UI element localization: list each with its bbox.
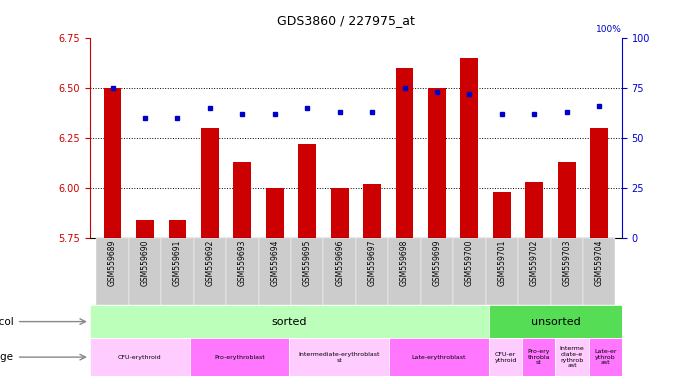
Text: GSM559696: GSM559696 bbox=[335, 240, 344, 286]
Text: 100%: 100% bbox=[596, 25, 622, 35]
Bar bbox=[299, 144, 316, 238]
Text: CFU-erythroid: CFU-erythroid bbox=[118, 354, 162, 360]
Bar bbox=[489, 338, 522, 376]
Bar bbox=[489, 305, 622, 338]
Bar bbox=[193, 238, 226, 305]
Bar bbox=[234, 162, 252, 238]
Bar bbox=[583, 238, 616, 305]
Text: GSM559704: GSM559704 bbox=[595, 240, 604, 286]
Text: GSM559689: GSM559689 bbox=[108, 240, 117, 286]
Text: GSM559702: GSM559702 bbox=[530, 240, 539, 286]
Text: GSM559695: GSM559695 bbox=[303, 240, 312, 286]
Text: GSM559700: GSM559700 bbox=[465, 240, 474, 286]
Bar bbox=[486, 238, 518, 305]
Text: CFU-er
ythroid: CFU-er ythroid bbox=[494, 352, 517, 362]
Bar bbox=[96, 238, 129, 305]
Text: Late-erythroblast: Late-erythroblast bbox=[412, 354, 466, 360]
Bar bbox=[388, 238, 421, 305]
Text: GSM559690: GSM559690 bbox=[140, 240, 149, 286]
Text: GSM559697: GSM559697 bbox=[368, 240, 377, 286]
Text: sorted: sorted bbox=[272, 316, 307, 327]
Bar bbox=[590, 128, 608, 238]
Bar bbox=[363, 184, 381, 238]
Text: GSM559699: GSM559699 bbox=[433, 240, 442, 286]
Bar bbox=[518, 238, 551, 305]
Text: GSM559693: GSM559693 bbox=[238, 240, 247, 286]
Bar bbox=[428, 88, 446, 238]
Bar bbox=[589, 338, 622, 376]
Text: unsorted: unsorted bbox=[531, 316, 580, 327]
Text: GSM559694: GSM559694 bbox=[270, 240, 279, 286]
Bar bbox=[522, 338, 556, 376]
Bar bbox=[258, 238, 291, 305]
Bar bbox=[136, 220, 154, 238]
Bar bbox=[460, 58, 478, 238]
Text: GSM559698: GSM559698 bbox=[400, 240, 409, 286]
Text: GDS3860 / 227975_at: GDS3860 / 227975_at bbox=[276, 14, 415, 27]
Bar bbox=[129, 238, 161, 305]
Bar bbox=[551, 238, 583, 305]
Text: GSM559703: GSM559703 bbox=[562, 240, 571, 286]
Bar bbox=[396, 68, 413, 238]
Bar bbox=[323, 238, 356, 305]
Bar bbox=[421, 238, 453, 305]
Bar bbox=[201, 128, 219, 238]
Text: GSM559691: GSM559691 bbox=[173, 240, 182, 286]
Text: Interme
diate-e
rythrob
ast: Interme diate-e rythrob ast bbox=[560, 346, 585, 368]
Text: development stage: development stage bbox=[0, 352, 13, 362]
Text: Pro-ery
throbla
st: Pro-ery throbla st bbox=[527, 349, 550, 366]
Bar bbox=[453, 238, 486, 305]
Bar bbox=[161, 238, 193, 305]
Bar bbox=[556, 338, 589, 376]
Text: GSM559701: GSM559701 bbox=[498, 240, 507, 286]
Bar bbox=[493, 192, 511, 238]
Bar bbox=[356, 238, 388, 305]
Bar bbox=[169, 220, 187, 238]
Text: Late-er
ythrob
ast: Late-er ythrob ast bbox=[594, 349, 616, 366]
Bar bbox=[331, 188, 348, 238]
Bar bbox=[189, 338, 290, 376]
Bar bbox=[90, 305, 489, 338]
Bar bbox=[266, 188, 284, 238]
Bar bbox=[104, 88, 122, 238]
Bar bbox=[290, 338, 389, 376]
Bar bbox=[291, 238, 323, 305]
Bar bbox=[226, 238, 258, 305]
Bar bbox=[525, 182, 543, 238]
Text: Intermediate-erythroblast
st: Intermediate-erythroblast st bbox=[299, 352, 380, 362]
Text: Pro-erythroblast: Pro-erythroblast bbox=[214, 354, 265, 360]
Text: GSM559692: GSM559692 bbox=[205, 240, 214, 286]
Bar bbox=[90, 338, 189, 376]
Bar bbox=[558, 162, 576, 238]
Text: protocol: protocol bbox=[0, 316, 13, 327]
Bar bbox=[389, 338, 489, 376]
